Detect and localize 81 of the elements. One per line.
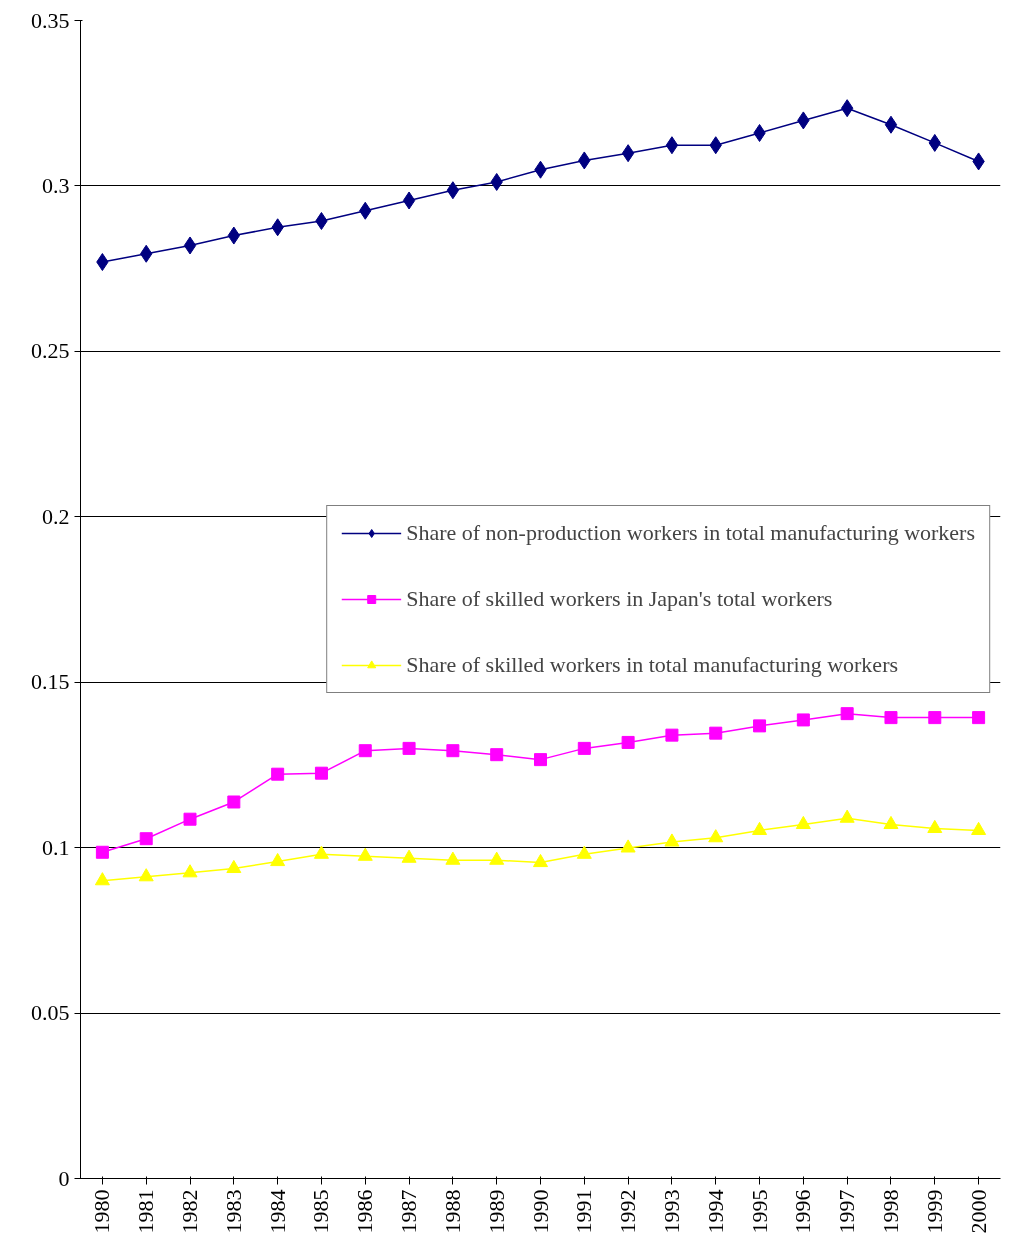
point [183,236,197,255]
x-tick-label: 2000 [965,1189,991,1234]
x-tick-label: 1990 [527,1189,553,1234]
point [972,711,986,725]
point [358,744,372,758]
y-tick-label: 0.15 [31,669,70,695]
x-tick-label: 1981 [133,1189,159,1234]
x-tick-label: 1991 [571,1189,597,1234]
point [182,864,198,878]
point [401,849,417,863]
x-tick-label: 1985 [308,1189,334,1234]
y-tick-label: 0.1 [42,834,70,860]
point [313,845,329,859]
x-tick-label: 1998 [877,1189,903,1234]
point [883,815,899,830]
legend-label: Share of non-production workers in total manufacturing workers [406,520,975,546]
point [620,839,636,853]
y-tick-label: 0.05 [31,1000,70,1026]
x-tick-label: 1995 [746,1189,772,1234]
point [95,845,109,859]
point [884,711,898,725]
point [795,815,811,830]
point [446,744,460,758]
point [357,847,373,861]
point [227,795,241,809]
point [226,859,242,874]
y-tick-label: 0 [58,1165,70,1191]
point [314,766,328,780]
x-tick-label: 1988 [439,1189,465,1234]
y-tick-label: 0.25 [31,338,70,364]
x-tick-label: 1980 [89,1189,115,1234]
x-tick-label: 1982 [177,1189,203,1234]
point [94,872,110,886]
point [971,821,987,835]
point [753,719,767,733]
point [928,711,942,725]
point [577,741,591,755]
y-tick-label: 0.3 [42,172,70,198]
x-tick-label: 1994 [702,1189,728,1234]
legend-label: Share of skilled workers in Japan's total workers [406,586,833,612]
x-tick-label: 1986 [352,1189,378,1234]
point [534,753,547,767]
point [315,212,328,230]
y-tick-label: 0.2 [42,503,70,529]
x-tick-label: 1993 [658,1189,684,1234]
point [840,707,854,721]
point [402,191,416,210]
point [183,812,197,826]
point [533,853,548,868]
point [402,741,416,755]
point [270,852,286,867]
point [665,136,679,155]
x-tick-label: 1987 [396,1189,422,1234]
y-tick-label: 0.35 [31,7,70,33]
point [446,181,460,200]
x-tick-label: 1996 [790,1189,816,1234]
point [708,829,724,843]
point [665,728,679,742]
point [839,809,855,823]
x-tick-label: 1997 [834,1189,860,1234]
point [489,851,505,865]
point [709,726,723,740]
point [445,851,461,865]
point [927,819,943,833]
point [490,748,504,762]
x-tick-label: 1992 [615,1189,641,1234]
point [664,833,680,847]
x-tick-label: 1983 [220,1189,246,1234]
x-tick-label: 1984 [264,1189,290,1234]
point [576,845,592,859]
x-tick-label: 1999 [921,1189,947,1234]
point [271,767,285,781]
point [138,868,154,882]
point [621,144,635,163]
point [752,821,768,835]
point [621,735,635,749]
point [139,832,153,846]
point [884,115,898,134]
point [796,713,810,727]
legend-label: Share of skilled workers in total manufacturing workers [406,652,899,678]
x-tick-label: 1989 [483,1189,509,1234]
